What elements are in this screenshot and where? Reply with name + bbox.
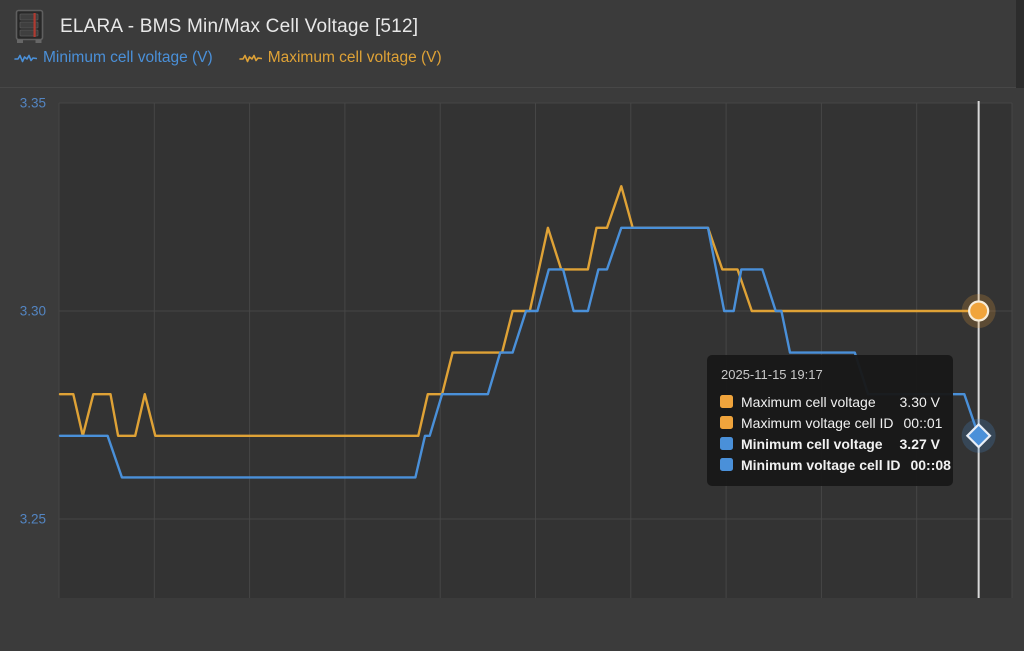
title-row: ELARA - BMS Min/Max Cell Voltage [512] xyxy=(14,8,418,46)
chart-area[interactable]: 3.35 3.30 3.25 xyxy=(0,88,1024,646)
legend-label: Minimum cell voltage (V) xyxy=(43,49,213,66)
series-squiggle-icon xyxy=(14,54,37,62)
y-axis-tick-label: 3.30 xyxy=(20,303,46,318)
legend-label: Maximum cell voltage (V) xyxy=(267,49,442,66)
max-voltage-marker-circle xyxy=(968,300,990,322)
legend-item-min[interactable]: Minimum cell voltage (V) xyxy=(14,49,213,67)
min-cell-voltage-line xyxy=(58,226,980,479)
chart-canvas[interactable]: 3.35 3.30 3.25 xyxy=(0,88,1024,646)
series-squiggle-icon xyxy=(238,54,262,62)
page-title: ELARA - BMS Min/Max Cell Voltage [512] xyxy=(60,16,419,37)
chart-legend: Minimum cell voltage (V) Maximum cell vol… xyxy=(14,47,442,69)
bms-device-icon xyxy=(15,9,44,43)
y-axis-tick-label: 3.25 xyxy=(20,511,46,526)
legend-item-max[interactable]: Maximum cell voltage (V) xyxy=(238,49,442,67)
widget-header: ELARA - BMS Min/Max Cell Voltage [512] M… xyxy=(0,0,1024,88)
y-axis-tick-label: 3.35 xyxy=(20,96,46,111)
min-voltage-marker-diamond xyxy=(965,422,992,449)
scrollbar-strip[interactable] xyxy=(1016,0,1024,88)
